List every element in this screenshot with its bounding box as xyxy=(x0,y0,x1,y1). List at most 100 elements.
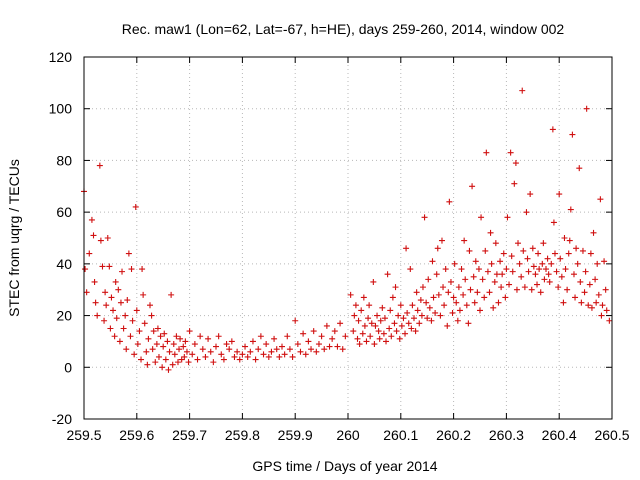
data-point xyxy=(178,356,185,363)
data-point xyxy=(601,258,608,265)
data-point xyxy=(499,271,506,278)
data-point xyxy=(124,297,131,304)
data-point xyxy=(572,294,579,301)
data-point xyxy=(432,309,439,316)
data-point xyxy=(513,286,520,293)
data-point xyxy=(377,317,384,324)
data-point xyxy=(115,286,122,293)
data-point xyxy=(152,359,159,366)
data-point xyxy=(164,338,171,345)
data-point xyxy=(590,229,597,236)
x-axis-label: GPS time / Days of year 2014 xyxy=(252,458,437,474)
data-point xyxy=(413,289,420,296)
data-point xyxy=(412,328,419,335)
data-point xyxy=(407,266,414,273)
data-point xyxy=(392,284,399,291)
data-point xyxy=(574,260,581,267)
data-point xyxy=(197,333,204,340)
data-point xyxy=(451,260,458,267)
data-point xyxy=(297,348,304,355)
data-point xyxy=(82,266,89,273)
data-point xyxy=(532,271,539,278)
data-point xyxy=(416,320,423,327)
data-point xyxy=(367,333,374,340)
data-point xyxy=(444,322,451,329)
data-point xyxy=(239,351,246,358)
data-point xyxy=(347,291,354,298)
data-point xyxy=(265,353,272,360)
data-point xyxy=(375,328,382,335)
data-point xyxy=(155,353,162,360)
data-point xyxy=(447,278,454,285)
data-point xyxy=(199,346,206,353)
data-point xyxy=(576,165,583,172)
data-point xyxy=(545,271,552,278)
data-point xyxy=(428,317,435,324)
data-point xyxy=(471,299,478,306)
y-tick-label: 20 xyxy=(56,308,72,324)
data-point xyxy=(551,250,558,257)
data-point xyxy=(337,320,344,327)
data-point xyxy=(458,266,465,273)
x-tick-label: 259.8 xyxy=(225,427,260,443)
data-point xyxy=(546,278,553,285)
data-point xyxy=(486,289,493,296)
data-point xyxy=(144,361,151,368)
data-point xyxy=(479,276,486,283)
data-point xyxy=(430,294,437,301)
data-point xyxy=(383,338,390,345)
y-axis-label: STEC from uqrg / TECUs xyxy=(6,159,22,317)
data-point xyxy=(603,307,610,314)
data-point xyxy=(453,299,460,306)
data-point xyxy=(467,286,474,293)
data-point xyxy=(488,260,495,267)
data-point xyxy=(465,320,472,327)
data-point xyxy=(550,219,557,226)
data-point xyxy=(527,191,534,198)
data-point xyxy=(525,268,532,275)
data-point xyxy=(91,278,98,285)
data-point xyxy=(498,284,505,291)
data-point xyxy=(391,320,398,327)
data-point xyxy=(223,341,230,348)
data-point xyxy=(352,302,359,309)
data-point xyxy=(180,343,187,350)
data-point xyxy=(491,278,498,285)
data-point xyxy=(173,333,180,340)
data-point xyxy=(598,312,605,319)
data-point xyxy=(321,346,328,353)
data-point xyxy=(481,294,488,301)
data-point xyxy=(147,302,153,309)
data-point xyxy=(165,366,172,373)
data-point xyxy=(331,328,338,335)
data-point xyxy=(421,214,428,221)
data-point xyxy=(419,284,426,291)
data-point xyxy=(518,273,525,280)
data-point xyxy=(557,255,564,262)
data-point xyxy=(244,353,251,360)
data-point xyxy=(441,302,448,309)
data-point xyxy=(570,271,577,278)
data-point xyxy=(96,162,103,169)
data-point xyxy=(519,87,526,94)
data-point xyxy=(534,281,541,288)
data-point xyxy=(386,325,393,332)
data-point xyxy=(159,364,166,371)
data-point xyxy=(273,346,280,353)
data-point xyxy=(433,271,440,278)
data-point xyxy=(370,278,377,285)
data-point xyxy=(228,338,235,345)
data-point xyxy=(141,320,148,327)
data-point xyxy=(389,294,396,301)
data-point xyxy=(128,266,135,273)
x-tick-label: 259.6 xyxy=(119,427,154,443)
data-point xyxy=(101,317,108,324)
data-point xyxy=(402,330,409,337)
data-point xyxy=(202,353,209,360)
x-tick-label: 260 xyxy=(336,427,360,443)
y-tick-label: 60 xyxy=(56,204,72,220)
data-point xyxy=(440,284,447,291)
data-point xyxy=(355,317,362,324)
data-point xyxy=(529,245,536,252)
